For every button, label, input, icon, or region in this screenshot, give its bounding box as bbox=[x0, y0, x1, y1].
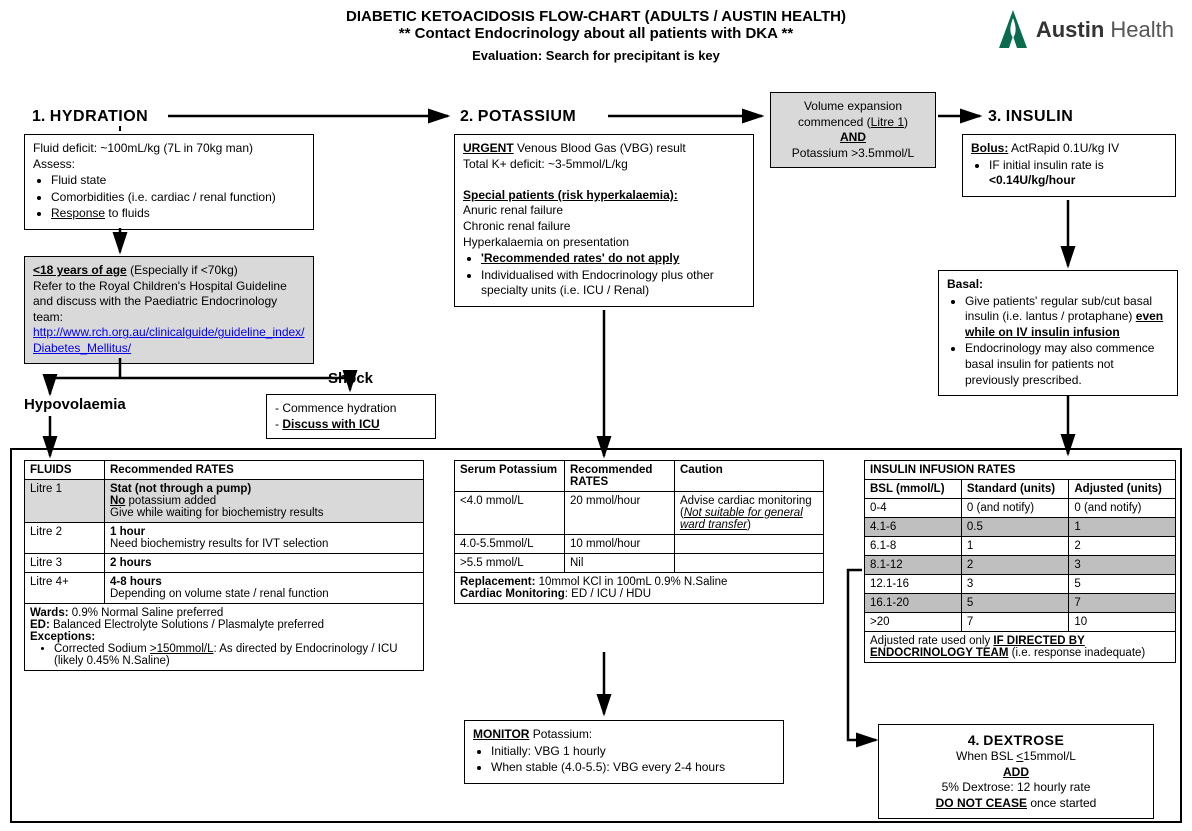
text: DO NOT CEASE once started bbox=[887, 796, 1145, 812]
table-row: 8.1-1223 bbox=[865, 556, 1176, 575]
volume-expansion-box: Volume expansion commenced (Litre 1) AND… bbox=[770, 92, 936, 168]
table-row: 4.0-5.5mmol/L10 mmol/hour bbox=[455, 535, 824, 554]
paediatric-link[interactable]: http://www.rch.org.au/clinicalguide/guid… bbox=[33, 325, 305, 356]
monitor-potassium-box: MONITOR Potassium: Initially: VBG 1 hour… bbox=[464, 720, 784, 784]
table-row: 12.1-1635 bbox=[865, 575, 1176, 594]
table-row: 6.1-812 bbox=[865, 537, 1176, 556]
th: Serum Potassium bbox=[455, 461, 565, 492]
potassium-footer: Replacement: 10mmol KCl in 100mL 0.9% N.… bbox=[455, 573, 824, 604]
hydration-box: Fluid deficit: ~100mL/kg (7L in 70kg man… bbox=[24, 134, 314, 230]
text: 5% Dextrose: 12 hourly rate bbox=[887, 780, 1145, 796]
potassium-table: Serum Potassium Recommended RATES Cautio… bbox=[454, 460, 824, 604]
section-2-title: 2. POTASSIUM bbox=[460, 108, 576, 126]
list-item: Fluid state bbox=[51, 173, 305, 189]
list: Initially: VBG 1 hourly When stable (4.0… bbox=[491, 744, 775, 776]
insulin-footer: Adjusted rate used only IF DIRECTED BY E… bbox=[865, 632, 1176, 663]
logo-text: Austin Health bbox=[1036, 17, 1174, 43]
text: MONITOR Potassium: bbox=[473, 727, 775, 743]
table-row: 0-40 (and notify)0 (and notify) bbox=[865, 499, 1176, 518]
flame-icon bbox=[996, 8, 1030, 52]
section-1-title: 1. HYDRATION bbox=[32, 108, 148, 126]
list-item: Initially: VBG 1 hourly bbox=[491, 744, 775, 760]
section-4-title: 4. DEXTROSE bbox=[887, 731, 1145, 749]
insulin-table-wrap: INSULIN INFUSION RATES BSL (mmol/L) Stan… bbox=[864, 460, 1176, 663]
list-item: When stable (4.0-5.5): VBG every 2-4 hou… bbox=[491, 760, 775, 776]
list: IF initial insulin rate is<0.14U/kg/hour bbox=[989, 158, 1167, 189]
fluids-table-wrap: FLUIDSRecommended RATES Litre 1Stat (not… bbox=[24, 460, 424, 671]
th: Caution bbox=[675, 461, 824, 492]
paediatric-box: <18 years of age (Especially if <70kg) R… bbox=[24, 256, 314, 364]
fluids-footer: Wards: 0.9% Normal Saline preferred ED: … bbox=[25, 604, 424, 671]
text: URGENT Venous Blood Gas (VBG) result bbox=[463, 141, 745, 157]
th: BSL (mmol/L) bbox=[865, 480, 962, 499]
insulin-basal-box: Basal: Give patients' regular sub/cut ba… bbox=[938, 270, 1178, 396]
th: Recommended RATES bbox=[105, 461, 424, 480]
th: INSULIN INFUSION RATES bbox=[865, 461, 1176, 480]
table-row: <4.0 mmol/L20 mmol/hourAdvise cardiac mo… bbox=[455, 492, 824, 535]
list: Give patients' regular sub/cut basal ins… bbox=[965, 294, 1169, 389]
logo: Austin Health bbox=[996, 8, 1174, 52]
table-row: 4.1-60.51 bbox=[865, 518, 1176, 537]
text: - Commence hydration bbox=[275, 401, 427, 417]
table-row: >5.5 mmol/LNil bbox=[455, 554, 824, 573]
hydration-list: Fluid state Comorbidities (i.e. cardiac … bbox=[51, 173, 305, 222]
text: Volume expansion bbox=[779, 99, 927, 115]
text: Fluid deficit: ~100mL/kg (7L in 70kg man… bbox=[33, 141, 305, 157]
list-item: Individualised with Endocrinology plus o… bbox=[481, 268, 745, 299]
table-row: >20710 bbox=[865, 613, 1176, 632]
text: Assess: bbox=[33, 157, 305, 173]
list-item: Comorbidities (i.e. cardiac / renal func… bbox=[51, 190, 305, 206]
text: Total K+ deficit: ~3-5mmol/L/kg bbox=[463, 157, 745, 173]
text: - Discuss with ICU bbox=[275, 417, 427, 433]
section-3-title: 3. INSULIN bbox=[988, 108, 1073, 126]
table-row: Litre 4+4-8 hoursDepending on volume sta… bbox=[25, 573, 424, 604]
text: AND bbox=[779, 130, 927, 146]
list-item: Give patients' regular sub/cut basal ins… bbox=[965, 294, 1169, 341]
table-row: 16.1-2057 bbox=[865, 594, 1176, 613]
th: Adjusted (units) bbox=[1069, 480, 1176, 499]
th: FLUIDS bbox=[25, 461, 105, 480]
dextrose-box: 4. DEXTROSE When BSL <15mmol/L ADD 5% De… bbox=[878, 724, 1154, 819]
text: Hyperkalaemia on presentation bbox=[463, 235, 745, 251]
th: Standard (units) bbox=[961, 480, 1068, 499]
list: 'Recommended rates' do not apply Individ… bbox=[481, 251, 745, 299]
text: <18 years of age (Especially if <70kg) bbox=[33, 263, 305, 279]
list-item: IF initial insulin rate is<0.14U/kg/hour bbox=[989, 158, 1167, 189]
hypovolaemia-label: Hypovolaemia bbox=[24, 396, 126, 413]
text: Bolus: ActRapid 0.1U/kg IV bbox=[971, 141, 1167, 157]
text: Chronic renal failure bbox=[463, 219, 745, 235]
list-item: 'Recommended rates' do not apply bbox=[481, 251, 745, 267]
list-item: Response to fluids bbox=[51, 206, 305, 222]
text: When BSL <15mmol/L bbox=[887, 749, 1145, 765]
insulin-bolus-box: Bolus: ActRapid 0.1U/kg IV IF initial in… bbox=[962, 134, 1176, 197]
insulin-table: INSULIN INFUSION RATES BSL (mmol/L) Stan… bbox=[864, 460, 1176, 663]
text: Special patients (risk hyperkalaemia): bbox=[463, 188, 745, 204]
potassium-table-wrap: Serum Potassium Recommended RATES Cautio… bbox=[454, 460, 824, 604]
table-row: Litre 21 hourNeed biochemistry results f… bbox=[25, 523, 424, 554]
list-item: Endocrinology may also commence basal in… bbox=[965, 341, 1169, 388]
text: commenced (Litre 1) bbox=[779, 115, 927, 131]
potassium-box: URGENT Venous Blood Gas (VBG) result Tot… bbox=[454, 134, 754, 307]
table-row: Litre 32 hours bbox=[25, 554, 424, 573]
text: Basal: bbox=[947, 277, 1169, 293]
table-row: Litre 1Stat (not through a pump)No potas… bbox=[25, 480, 424, 523]
shock-box: - Commence hydration - Discuss with ICU bbox=[266, 394, 436, 439]
th: Recommended RATES bbox=[565, 461, 675, 492]
shock-label: Shock bbox=[328, 370, 373, 387]
text: Refer to the Royal Children's Hospital G… bbox=[33, 279, 305, 326]
text: ADD bbox=[887, 765, 1145, 781]
text: Potassium >3.5mmol/L bbox=[779, 146, 927, 162]
fluids-table: FLUIDSRecommended RATES Litre 1Stat (not… bbox=[24, 460, 424, 671]
text: Anuric renal failure bbox=[463, 203, 745, 219]
